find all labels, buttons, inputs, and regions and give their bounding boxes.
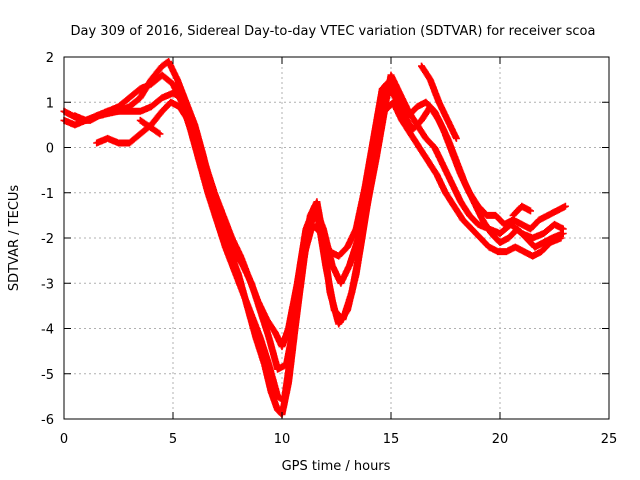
series-4-markers bbox=[71, 76, 569, 373]
x-tick-label: 0 bbox=[60, 432, 68, 447]
x-axis-label: GPS time / hours bbox=[282, 459, 391, 474]
y-tick-label: -2 bbox=[41, 232, 54, 247]
series-5-markers bbox=[136, 116, 164, 138]
x-tick-label: 10 bbox=[274, 432, 291, 447]
axis-ticks: 0 5 10 15 20 25 -6 -5 -4 -3 -2 -1 0 1 2 bbox=[41, 51, 617, 447]
y-tick-label: -3 bbox=[41, 277, 54, 292]
y-tick-label: 2 bbox=[46, 51, 54, 66]
x-tick-label: 25 bbox=[601, 432, 618, 447]
series-6-markers bbox=[418, 62, 460, 142]
y-axis-label: SDTVAR / TECUs bbox=[7, 185, 22, 292]
y-tick-label: -5 bbox=[41, 368, 54, 383]
x-tick-label: 20 bbox=[492, 432, 509, 447]
y-tick-label: -6 bbox=[41, 413, 54, 428]
y-tick-label: 1 bbox=[46, 96, 54, 111]
y-tick-label: -1 bbox=[41, 187, 54, 202]
data-series-layer bbox=[60, 58, 569, 418]
y-tick-label: 0 bbox=[46, 142, 54, 157]
series-7-markers bbox=[509, 202, 534, 219]
chart-title: Day 309 of 2016, Sidereal Day-to-day VTE… bbox=[71, 24, 596, 39]
series-3-markers bbox=[93, 98, 565, 351]
x-tick-label: 15 bbox=[383, 432, 400, 447]
y-tick-label: -4 bbox=[41, 323, 54, 338]
x-tick-label: 5 bbox=[169, 432, 177, 447]
